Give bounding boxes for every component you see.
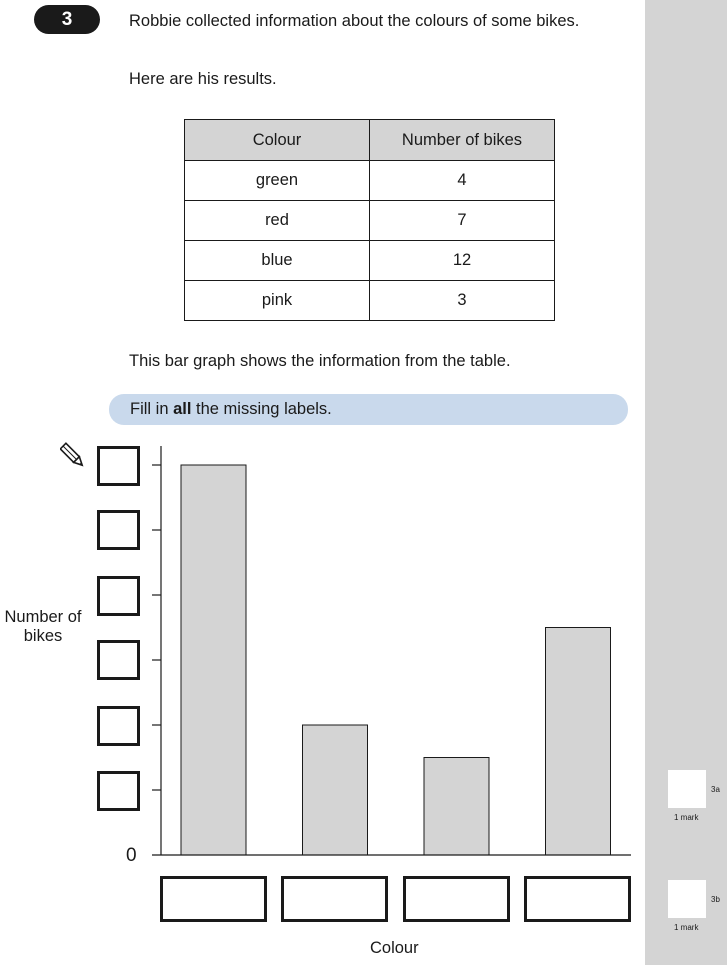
question-number: 3 <box>34 5 100 34</box>
bar <box>180 464 247 856</box>
mark-id-3a: 3a <box>711 785 720 794</box>
pencil-icon <box>60 442 84 467</box>
y-tick-answer-box[interactable] <box>97 771 140 811</box>
table-row: blue 12 <box>184 240 555 281</box>
instruction-bold: all <box>173 400 192 418</box>
bar-graph-text: This bar graph shows the information fro… <box>129 352 511 370</box>
results-table: Colour Number of bikes green 4 red 7 blu… <box>184 119 555 321</box>
table-header-count: Number of bikes <box>369 119 555 161</box>
table-cell-colour: blue <box>184 240 370 281</box>
table-cell-colour: pink <box>184 280 370 321</box>
table-cell-count: 4 <box>369 160 555 201</box>
mark-label-3a: 1 mark <box>674 813 699 822</box>
table-cell-count: 7 <box>369 200 555 241</box>
table-cell-count: 3 <box>369 280 555 321</box>
bar <box>545 627 611 856</box>
table-row: pink 3 <box>184 280 555 321</box>
x-category-answer-box[interactable] <box>524 876 631 922</box>
mark-id-3b: 3b <box>711 895 720 904</box>
question-intro: Robbie collected information about the c… <box>129 12 580 30</box>
bar <box>302 724 368 856</box>
x-category-answer-box[interactable] <box>160 876 267 922</box>
instruction-banner: Fill in all the missing labels. <box>109 394 628 425</box>
x-axis-label: Colour <box>370 939 419 957</box>
instruction-post: the missing labels. <box>191 400 332 418</box>
mark-label-3b: 1 mark <box>674 923 699 932</box>
mark-box-3b[interactable] <box>668 880 706 918</box>
bar <box>423 757 490 856</box>
mark-box-3a[interactable] <box>668 770 706 808</box>
table-row: green 4 <box>184 160 555 201</box>
y-tick-answer-box[interactable] <box>97 706 140 746</box>
y-tick-answer-box[interactable] <box>97 510 140 550</box>
x-category-answer-box[interactable] <box>403 876 510 922</box>
y-tick-answer-box[interactable] <box>97 640 140 680</box>
x-category-answer-box[interactable] <box>281 876 388 922</box>
results-text: Here are his results. <box>129 70 277 88</box>
y-tick-answer-box[interactable] <box>97 576 140 616</box>
y-tick-zero: 0 <box>126 845 137 866</box>
instruction-pre: Fill in <box>130 400 174 418</box>
y-axis-label: Number of bikes <box>4 608 82 645</box>
y-tick-answer-box[interactable] <box>97 446 140 486</box>
table-cell-colour: green <box>184 160 370 201</box>
table-cell-count: 12 <box>369 240 555 281</box>
table-row: red 7 <box>184 200 555 241</box>
